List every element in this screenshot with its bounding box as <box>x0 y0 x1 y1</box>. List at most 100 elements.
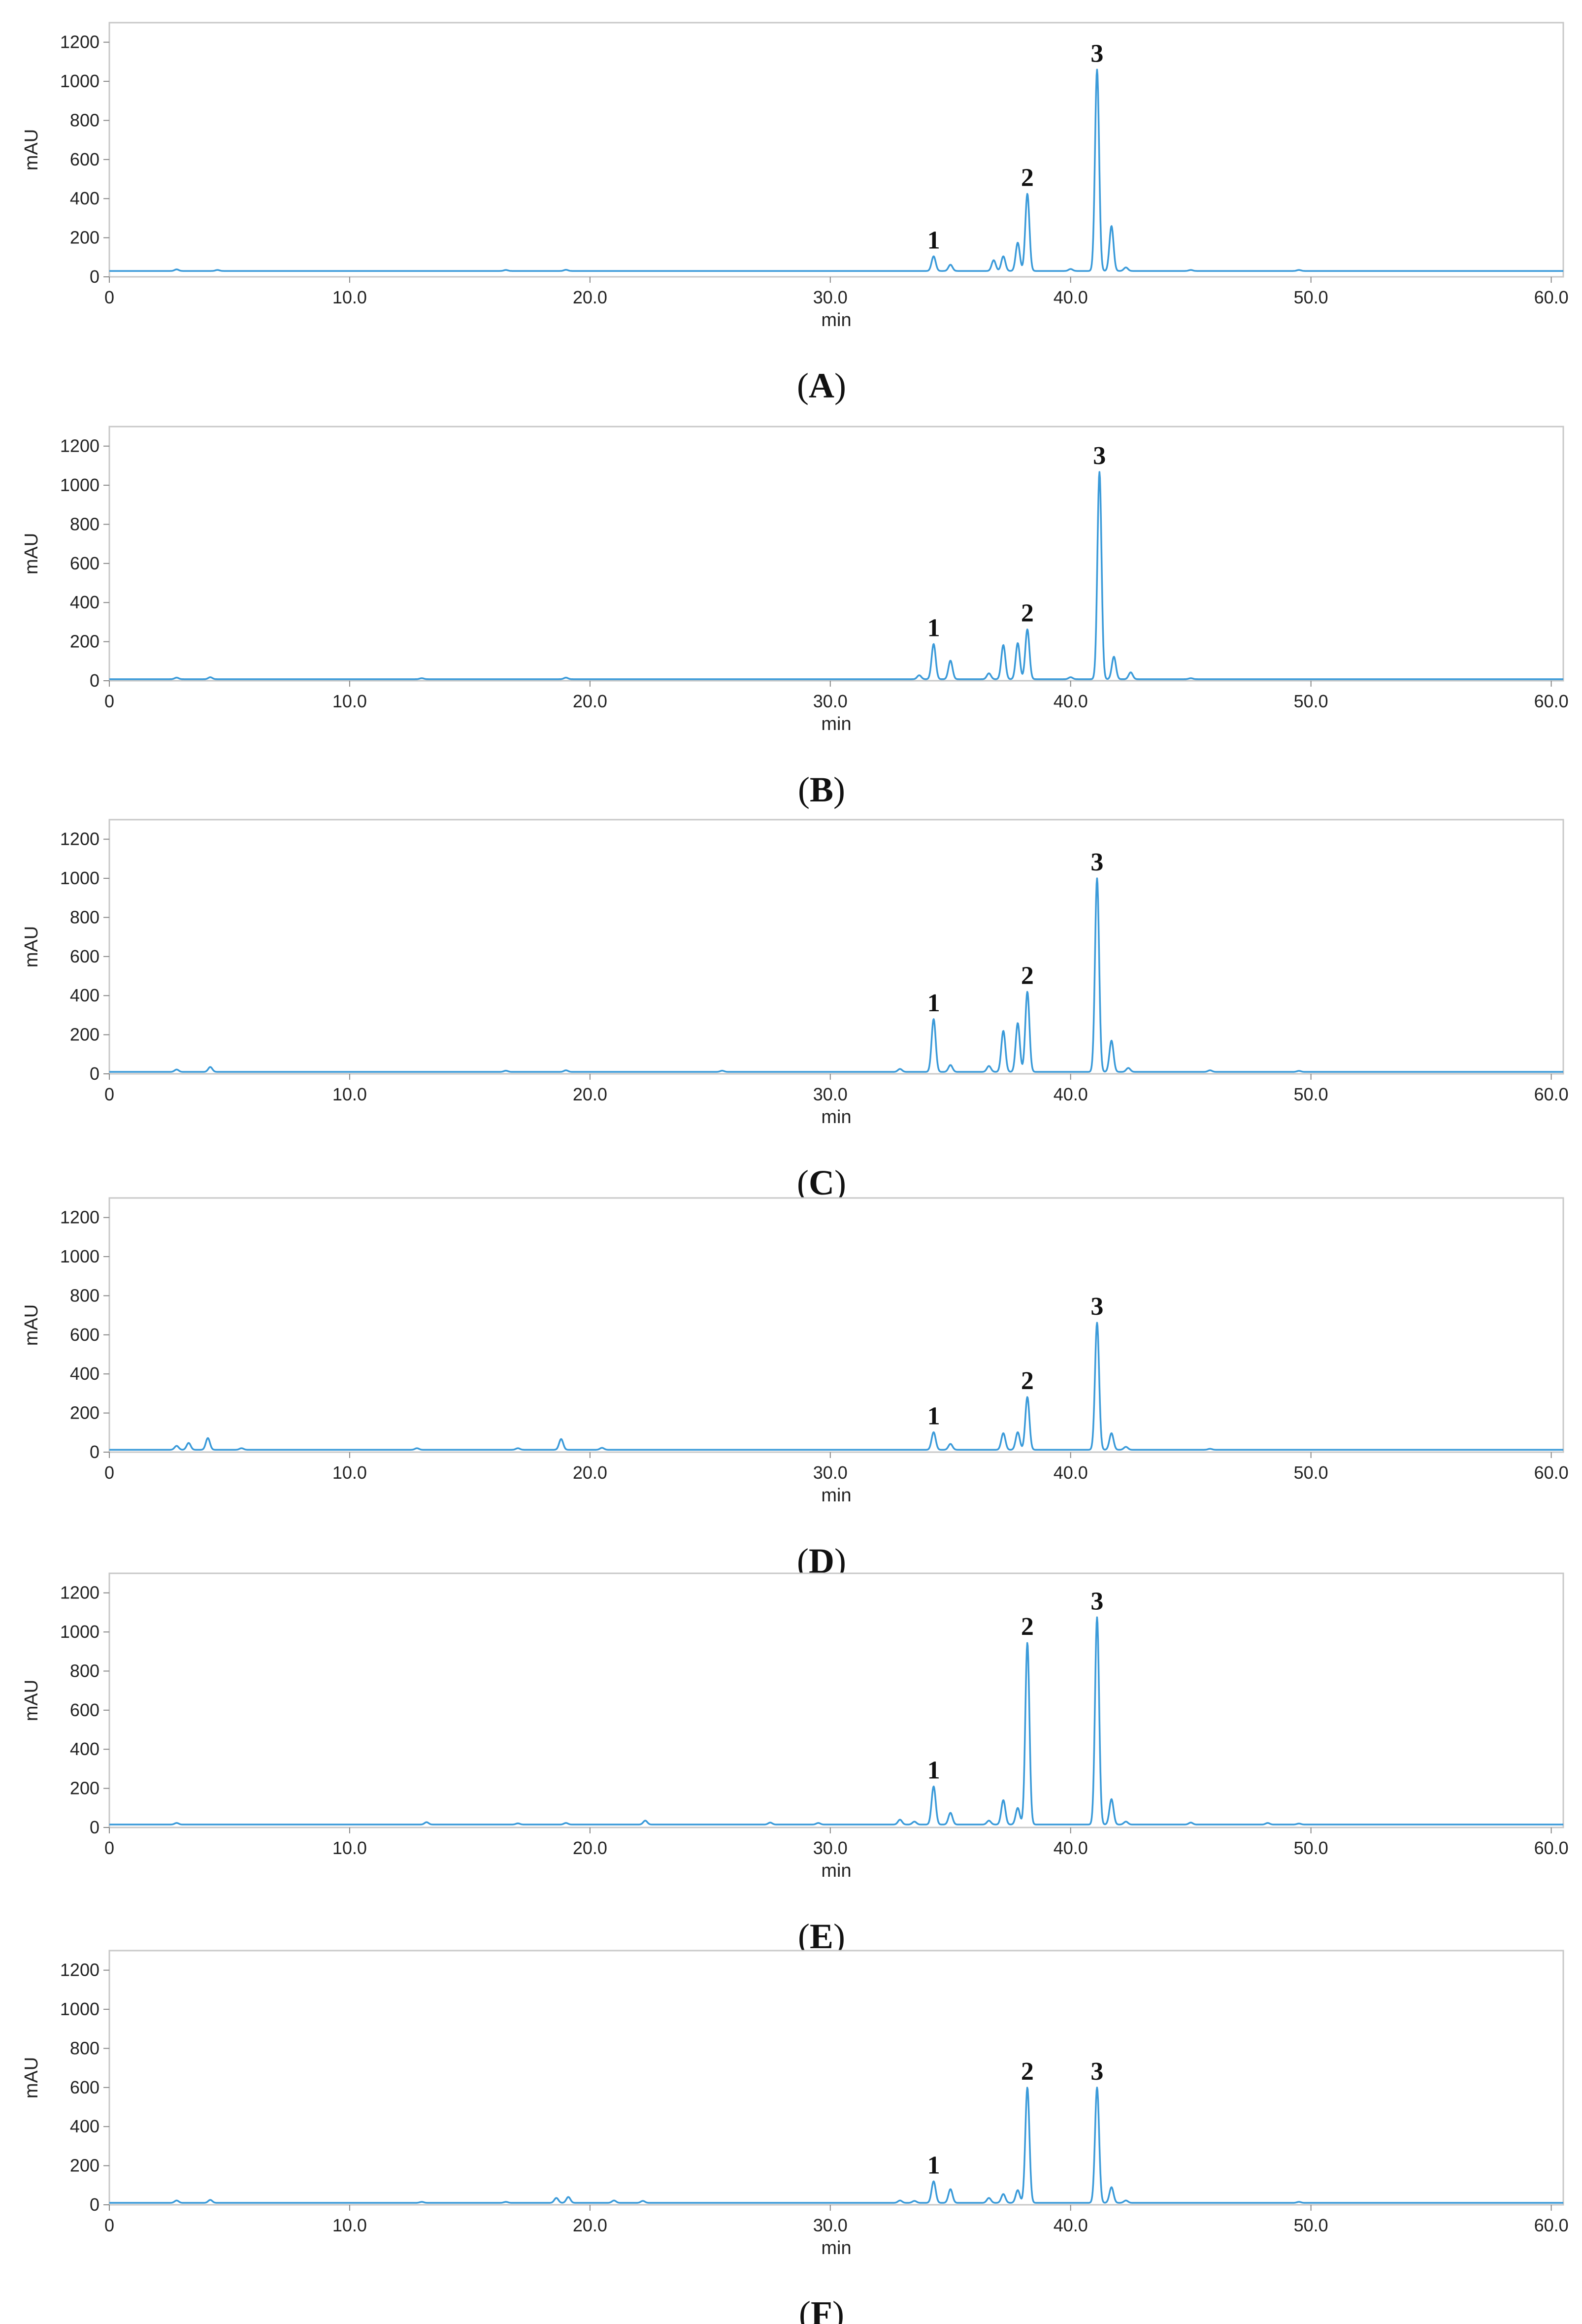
y-axis-title: mAU <box>21 533 42 574</box>
x-tick-label: 60.0 <box>1534 1084 1569 1104</box>
y-tick-label: 400 <box>70 592 99 612</box>
y-tick-label: 600 <box>70 149 99 169</box>
peak-label: 2 <box>1021 962 1034 990</box>
panel-caption: (D) <box>797 1541 846 1581</box>
x-tick-label: 50.0 <box>1294 1838 1328 1858</box>
panel-caption: (E) <box>798 1917 845 1956</box>
y-tick-label: 0 <box>90 1063 99 1084</box>
x-axis-title: min <box>821 2238 851 2258</box>
x-tick-label: 10.0 <box>332 2215 367 2235</box>
x-tick-label: 30.0 <box>813 1838 848 1858</box>
plot-frame <box>108 1572 1564 1828</box>
x-tick-label: 20.0 <box>573 1838 607 1858</box>
y-tick-label: 800 <box>70 2038 99 2058</box>
x-tick-label: 60.0 <box>1534 1462 1569 1483</box>
y-tick-label: 400 <box>70 188 99 208</box>
x-tick-label: 0 <box>104 1462 114 1483</box>
x-axis-title: min <box>821 1107 851 1128</box>
x-tick-label: 50.0 <box>1294 1462 1328 1483</box>
x-tick-label: 20.0 <box>573 2215 607 2235</box>
x-axis-title: min <box>821 310 851 331</box>
y-tick-label: 800 <box>70 514 99 534</box>
x-tick-label: 10.0 <box>332 1084 367 1104</box>
x-tick-label: 10.0 <box>332 1462 367 1483</box>
plot-frame <box>108 819 1564 1075</box>
y-tick-label: 400 <box>70 1739 99 1759</box>
x-tick-label: 30.0 <box>813 1462 848 1483</box>
chromatogram-trace <box>109 68 1564 272</box>
y-tick-label: 800 <box>70 1285 99 1305</box>
y-tick-label: 0 <box>90 266 99 287</box>
y-axis-title: mAU <box>21 129 42 170</box>
chart-panel-c: 0 200 400 600 800 1000 1200 0 10.0 20.0 30.0 40.0 50… <box>21 819 1569 1202</box>
y-tick-label: 1200 <box>60 829 99 849</box>
y-tick-label: 0 <box>90 1817 99 1837</box>
plot-frame <box>108 1950 1564 2206</box>
y-tick-label: 1000 <box>60 71 99 91</box>
panel-caption: (B) <box>798 770 845 809</box>
peak-label: 1 <box>927 1757 940 1785</box>
y-tick-label: 1000 <box>60 1999 99 2019</box>
x-tick-label: 20.0 <box>573 1084 607 1104</box>
x-tick-label: 50.0 <box>1294 1084 1328 1104</box>
peak-label: 2 <box>1021 164 1034 192</box>
y-tick-label: 600 <box>70 1700 99 1720</box>
y-tick-label: 0 <box>90 2194 99 2215</box>
peak-label: 2 <box>1021 2058 1034 2086</box>
peak-label: 3 <box>1090 39 1103 67</box>
chromatogram-trace <box>109 1322 1564 1451</box>
x-axis-title: min <box>821 714 851 734</box>
y-tick-label: 1000 <box>60 1622 99 1642</box>
chart-panel-a: 0 200 400 600 800 1000 1200 0 10.0 20.0 30.0 40.0 50… <box>21 22 1569 405</box>
y-tick-label: 200 <box>70 1025 99 1045</box>
x-tick-label: 50.0 <box>1294 287 1328 307</box>
y-tick-label: 1000 <box>60 868 99 888</box>
y-tick-label: 1200 <box>60 1960 99 1980</box>
panel-caption: (A) <box>797 366 846 405</box>
y-tick-label: 1000 <box>60 1246 99 1266</box>
x-tick-label: 10.0 <box>332 287 367 307</box>
x-tick-label: 20.0 <box>573 1462 607 1483</box>
y-tick-label: 0 <box>90 1442 99 1462</box>
y-tick-label: 600 <box>70 1325 99 1345</box>
x-tick-label: 50.0 <box>1294 2215 1328 2235</box>
y-tick-label: 800 <box>70 110 99 130</box>
y-tick-label: 1200 <box>60 32 99 52</box>
peak-label: 2 <box>1021 1613 1034 1641</box>
x-tick-label: 20.0 <box>573 287 607 307</box>
x-tick-label: 40.0 <box>1054 1462 1088 1483</box>
panel-caption: (C) <box>797 1163 846 1202</box>
y-axis-title: mAU <box>21 926 42 967</box>
x-tick-label: 30.0 <box>813 287 848 307</box>
x-tick-label: 40.0 <box>1054 1084 1088 1104</box>
peak-label: 3 <box>1090 1587 1103 1615</box>
y-tick-label: 200 <box>70 1778 99 1798</box>
y-tick-label: 400 <box>70 1363 99 1384</box>
x-tick-label: 40.0 <box>1054 287 1088 307</box>
y-tick-label: 400 <box>70 2116 99 2136</box>
x-tick-label: 20.0 <box>573 691 607 711</box>
x-tick-label: 10.0 <box>332 691 367 711</box>
y-tick-label: 200 <box>70 1403 99 1423</box>
x-tick-label: 0 <box>104 287 114 307</box>
chart-panel-d: 0 200 400 600 800 1000 1200 0 10.0 20.0 30.0 40.0 50… <box>21 1197 1569 1581</box>
y-tick-label: 200 <box>70 631 99 652</box>
x-tick-label: 50.0 <box>1294 691 1328 711</box>
y-tick-label: 200 <box>70 228 99 248</box>
peak-label: 1 <box>927 1402 940 1430</box>
chromatogram-trace <box>109 2087 1564 2204</box>
peak-label: 2 <box>1021 1367 1034 1395</box>
peak-label: 2 <box>1021 599 1034 628</box>
x-tick-label: 60.0 <box>1534 2215 1569 2235</box>
x-tick-label: 0 <box>104 2215 114 2235</box>
peak-label: 1 <box>927 2151 940 2179</box>
y-tick-label: 600 <box>70 2077 99 2097</box>
x-tick-label: 0 <box>104 1084 114 1104</box>
chromatogram-trace <box>109 1616 1564 1826</box>
x-tick-label: 40.0 <box>1054 691 1088 711</box>
x-tick-label: 10.0 <box>332 1838 367 1858</box>
chart-panel-f: 0 200 400 600 800 1000 1200 0 10.0 20.0 30.0 40.0 50… <box>21 1950 1569 2324</box>
peak-label: 1 <box>927 226 940 254</box>
